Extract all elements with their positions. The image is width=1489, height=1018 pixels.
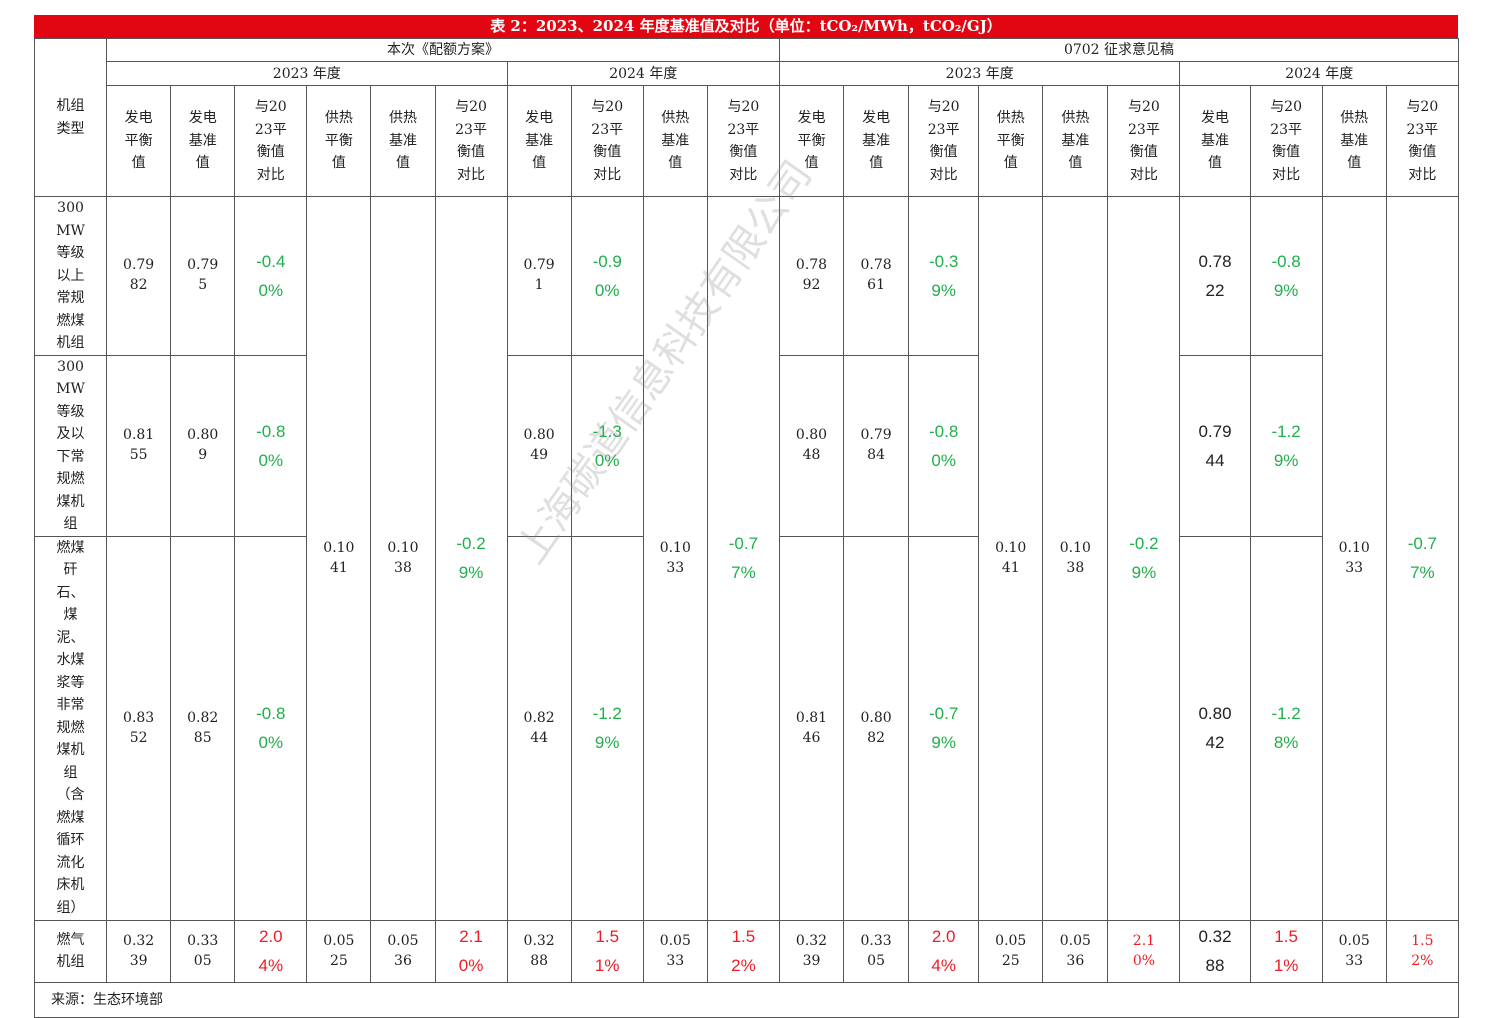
year-header-a-2023: 2023 年度 bbox=[106, 61, 508, 86]
cell: -0.39% bbox=[908, 196, 980, 356]
cell: 0.3305 bbox=[843, 919, 910, 983]
cell: 0.7861 bbox=[843, 196, 910, 356]
col-header: 供热基准值 bbox=[370, 85, 436, 197]
col-header: 发电平衡值 bbox=[778, 85, 845, 197]
cell: -0.29% bbox=[434, 196, 508, 921]
cell: 0.8285 bbox=[170, 535, 236, 921]
cell: -1.30% bbox=[570, 354, 644, 537]
cell: 2.04% bbox=[908, 919, 980, 983]
cell: 0.8146 bbox=[778, 535, 845, 921]
table-row: 300MW等级以上常规燃煤机组 0.7982 0.795 -0.40% 0.10… bbox=[33, 196, 1460, 921]
col-header: 发电基准值 bbox=[843, 85, 910, 197]
row-label: 燃气机组 bbox=[33, 919, 108, 983]
cell: 0.8155 bbox=[106, 354, 172, 537]
table-row: 燃气机组 0.3239 0.3305 2.04% 0.0525 0.0536 2… bbox=[33, 919, 1460, 983]
cell: 1.51% bbox=[570, 919, 644, 983]
row-label-header: 机组类型 bbox=[33, 38, 108, 197]
cell: 0.1033 bbox=[1321, 196, 1387, 921]
col-header: 与2023平衡值对比 bbox=[908, 85, 980, 197]
col-header: 与2023平衡值对比 bbox=[1107, 85, 1181, 197]
cell: -0.89% bbox=[1249, 196, 1323, 356]
cell: 0.795 bbox=[170, 196, 236, 356]
cell: 0.3305 bbox=[170, 919, 236, 983]
cell: 0.7982 bbox=[106, 196, 172, 356]
col-header: 与2023平衡值对比 bbox=[570, 85, 644, 197]
cell: -0.77% bbox=[1385, 196, 1460, 921]
cell: -0.29% bbox=[1107, 196, 1181, 921]
table-row: 300MW等级及以下常规燃煤机组 0.8155 0.809 -0.80% 0.8… bbox=[33, 354, 1459, 537]
cell: 2.10% bbox=[1107, 919, 1181, 983]
cell: 0.3239 bbox=[778, 919, 845, 983]
cell: 0.1041 bbox=[306, 196, 372, 921]
cell: -0.79% bbox=[908, 535, 980, 921]
col-header: 发电基准值 bbox=[506, 85, 572, 197]
year-header-b-2023: 2023 年度 bbox=[778, 61, 1181, 86]
cell: 0.8352 bbox=[106, 535, 172, 921]
col-header: 与2023平衡值对比 bbox=[434, 85, 508, 197]
cell: 1.51% bbox=[1249, 919, 1323, 983]
col-header: 与2023平衡值对比 bbox=[1249, 85, 1323, 197]
table-row: 燃煤矸石、煤泥、水煤浆等非常规燃煤机组（含燃煤循环流化床机组） 0.8352 0… bbox=[33, 535, 1459, 921]
cell: 0.809 bbox=[170, 354, 236, 537]
cell: -1.29% bbox=[570, 535, 644, 921]
cell: 0.1038 bbox=[1042, 196, 1109, 921]
col-header: 发电平衡值 bbox=[106, 85, 172, 197]
cell: -0.90% bbox=[570, 196, 644, 356]
row-label: 300MW等级以上常规燃煤机组 bbox=[33, 196, 108, 356]
cell: 1.52% bbox=[706, 919, 780, 983]
cell: -0.77% bbox=[706, 196, 780, 921]
cell: 0.0525 bbox=[306, 919, 372, 983]
row-label: 燃煤矸石、煤泥、水煤浆等非常规燃煤机组（含燃煤循环流化床机组） bbox=[33, 535, 108, 921]
cell: 0.8082 bbox=[843, 535, 910, 921]
cell: 0.8048 bbox=[778, 354, 845, 537]
cell: 2.10% bbox=[434, 919, 508, 983]
cell: -1.28% bbox=[1249, 535, 1323, 921]
cell: -0.80% bbox=[234, 535, 308, 921]
cell: 0.1033 bbox=[642, 196, 708, 921]
cell: 0.8244 bbox=[506, 535, 572, 921]
group-header-draft: 0702 征求意见稿 bbox=[778, 38, 1460, 62]
cell: 0.7822 bbox=[1179, 196, 1251, 356]
year-header-a-2024: 2024 年度 bbox=[506, 61, 780, 86]
col-header: 与2023平衡值对比 bbox=[1385, 85, 1460, 197]
cell: 0.7944 bbox=[1179, 354, 1251, 537]
col-header: 供热基准值 bbox=[642, 85, 708, 197]
year-header-b-2024: 2024 年度 bbox=[1179, 61, 1459, 86]
row-label: 300MW等级及以下常规燃煤机组 bbox=[33, 354, 108, 537]
cell: 0.3288 bbox=[1179, 919, 1251, 983]
cell: 0.0525 bbox=[978, 919, 1044, 983]
col-header: 与2023平衡值对比 bbox=[234, 85, 308, 197]
group-header-allocation-plan: 本次《配额方案》 bbox=[106, 38, 780, 62]
col-header: 发电基准值 bbox=[170, 85, 236, 197]
cell: 0.0533 bbox=[642, 919, 708, 983]
col-header: 供热平衡值 bbox=[978, 85, 1044, 197]
cell: 0.1041 bbox=[978, 196, 1044, 921]
cell: 0.1038 bbox=[370, 196, 436, 921]
cell: 0.7984 bbox=[843, 354, 910, 537]
baseline-comparison-table: 机组类型 本次《配额方案》 0702 征求意见稿 2023 年度 2024 年度… bbox=[33, 38, 1460, 1018]
cell: 0.8049 bbox=[506, 354, 572, 537]
cell: 2.04% bbox=[234, 919, 308, 983]
col-header: 供热平衡值 bbox=[306, 85, 372, 197]
cell: 0.0536 bbox=[370, 919, 436, 983]
cell: 0.8042 bbox=[1179, 535, 1251, 921]
cell: 0.0536 bbox=[1042, 919, 1109, 983]
cell: -1.29% bbox=[1249, 354, 1323, 537]
col-header: 与2023平衡值对比 bbox=[706, 85, 780, 197]
cell: 0.791 bbox=[506, 196, 572, 356]
col-header: 供热基准值 bbox=[1321, 85, 1387, 197]
col-header: 发电基准值 bbox=[1179, 85, 1251, 197]
cell: 1.52% bbox=[1385, 919, 1460, 983]
cell: 0.3239 bbox=[106, 919, 172, 983]
col-header: 供热基准值 bbox=[1042, 85, 1109, 197]
table-title: 表 2：2023、2024 年度基准值及对比（单位：tCO₂/MWh，tCO₂/… bbox=[34, 15, 1458, 38]
cell: -0.80% bbox=[908, 354, 980, 537]
cell: 0.7892 bbox=[778, 196, 845, 356]
cell: -0.80% bbox=[234, 354, 308, 537]
source-note: 来源：生态环境部 bbox=[34, 981, 1459, 1018]
cell: 0.0533 bbox=[1321, 919, 1387, 983]
cell: -0.40% bbox=[234, 196, 308, 356]
cell: 0.3288 bbox=[506, 919, 572, 983]
